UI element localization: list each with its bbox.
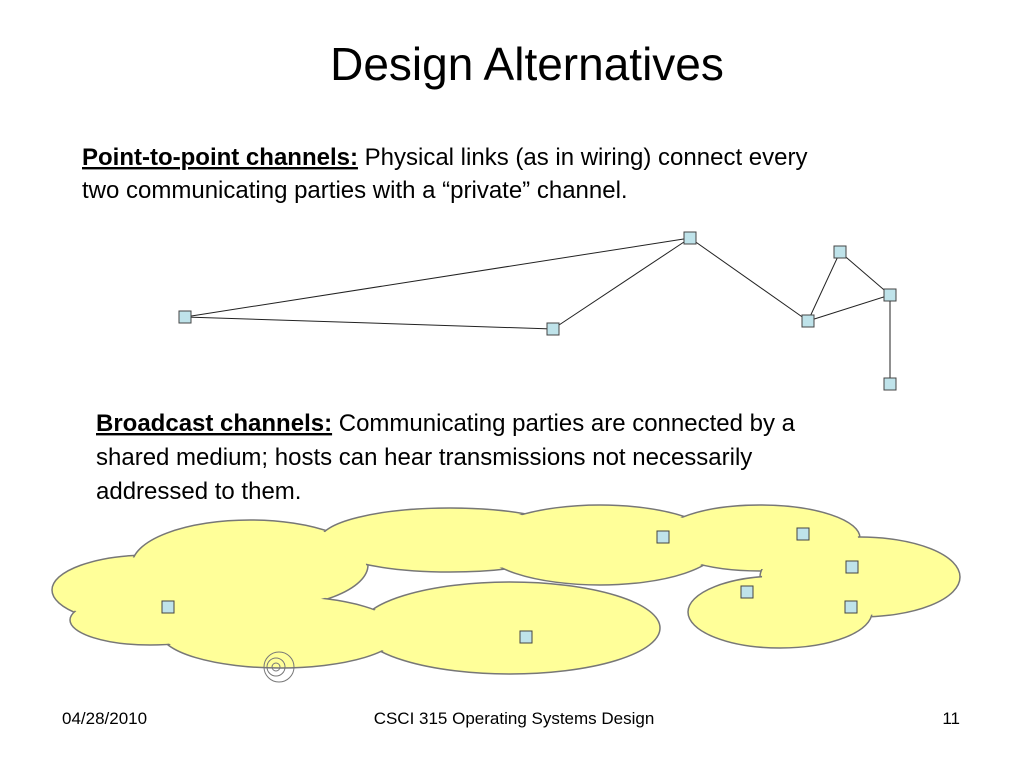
paragraph-line: Point-to-point channels: Physical links … bbox=[82, 144, 807, 171]
host bbox=[161, 600, 175, 614]
host bbox=[796, 527, 810, 541]
text: Physical links (as in wiring) connect ev… bbox=[365, 144, 808, 171]
paragraph-line: Broadcast channels: Communicating partie… bbox=[96, 410, 796, 437]
broadcast-cloud bbox=[51, 504, 961, 683]
slide-title: Design Alternatives bbox=[330, 38, 724, 90]
host bbox=[656, 530, 670, 544]
link bbox=[552, 237, 691, 330]
footer-course: CSCI 315 Operating Systems Design bbox=[374, 709, 655, 728]
link bbox=[839, 251, 891, 296]
node bbox=[833, 245, 847, 259]
paragraph-line: two communicating parties with a “privat… bbox=[82, 177, 628, 204]
node bbox=[883, 288, 897, 302]
link bbox=[807, 294, 891, 322]
paragraph-line: addressed to them. bbox=[96, 478, 301, 505]
paragraph-line: shared medium; hosts can hear transmissi… bbox=[96, 444, 752, 471]
node bbox=[801, 314, 815, 328]
node bbox=[178, 310, 192, 324]
footer-date: 04/28/2010 bbox=[62, 709, 147, 728]
text: Communicating parties are connected by a bbox=[339, 410, 796, 437]
host bbox=[740, 585, 754, 599]
host bbox=[519, 630, 533, 644]
link bbox=[689, 237, 809, 322]
host bbox=[844, 600, 858, 614]
link bbox=[184, 237, 691, 318]
node bbox=[546, 322, 560, 336]
antenna bbox=[263, 651, 295, 683]
lead: Point-to-point channels: bbox=[82, 144, 358, 171]
node bbox=[683, 231, 697, 245]
footer-page: 11 bbox=[942, 709, 960, 728]
point-to-point-diagram bbox=[178, 231, 897, 391]
node bbox=[883, 377, 897, 391]
lead: Broadcast channels: bbox=[96, 410, 332, 437]
host bbox=[845, 560, 859, 574]
link bbox=[807, 251, 841, 322]
link bbox=[184, 316, 554, 330]
